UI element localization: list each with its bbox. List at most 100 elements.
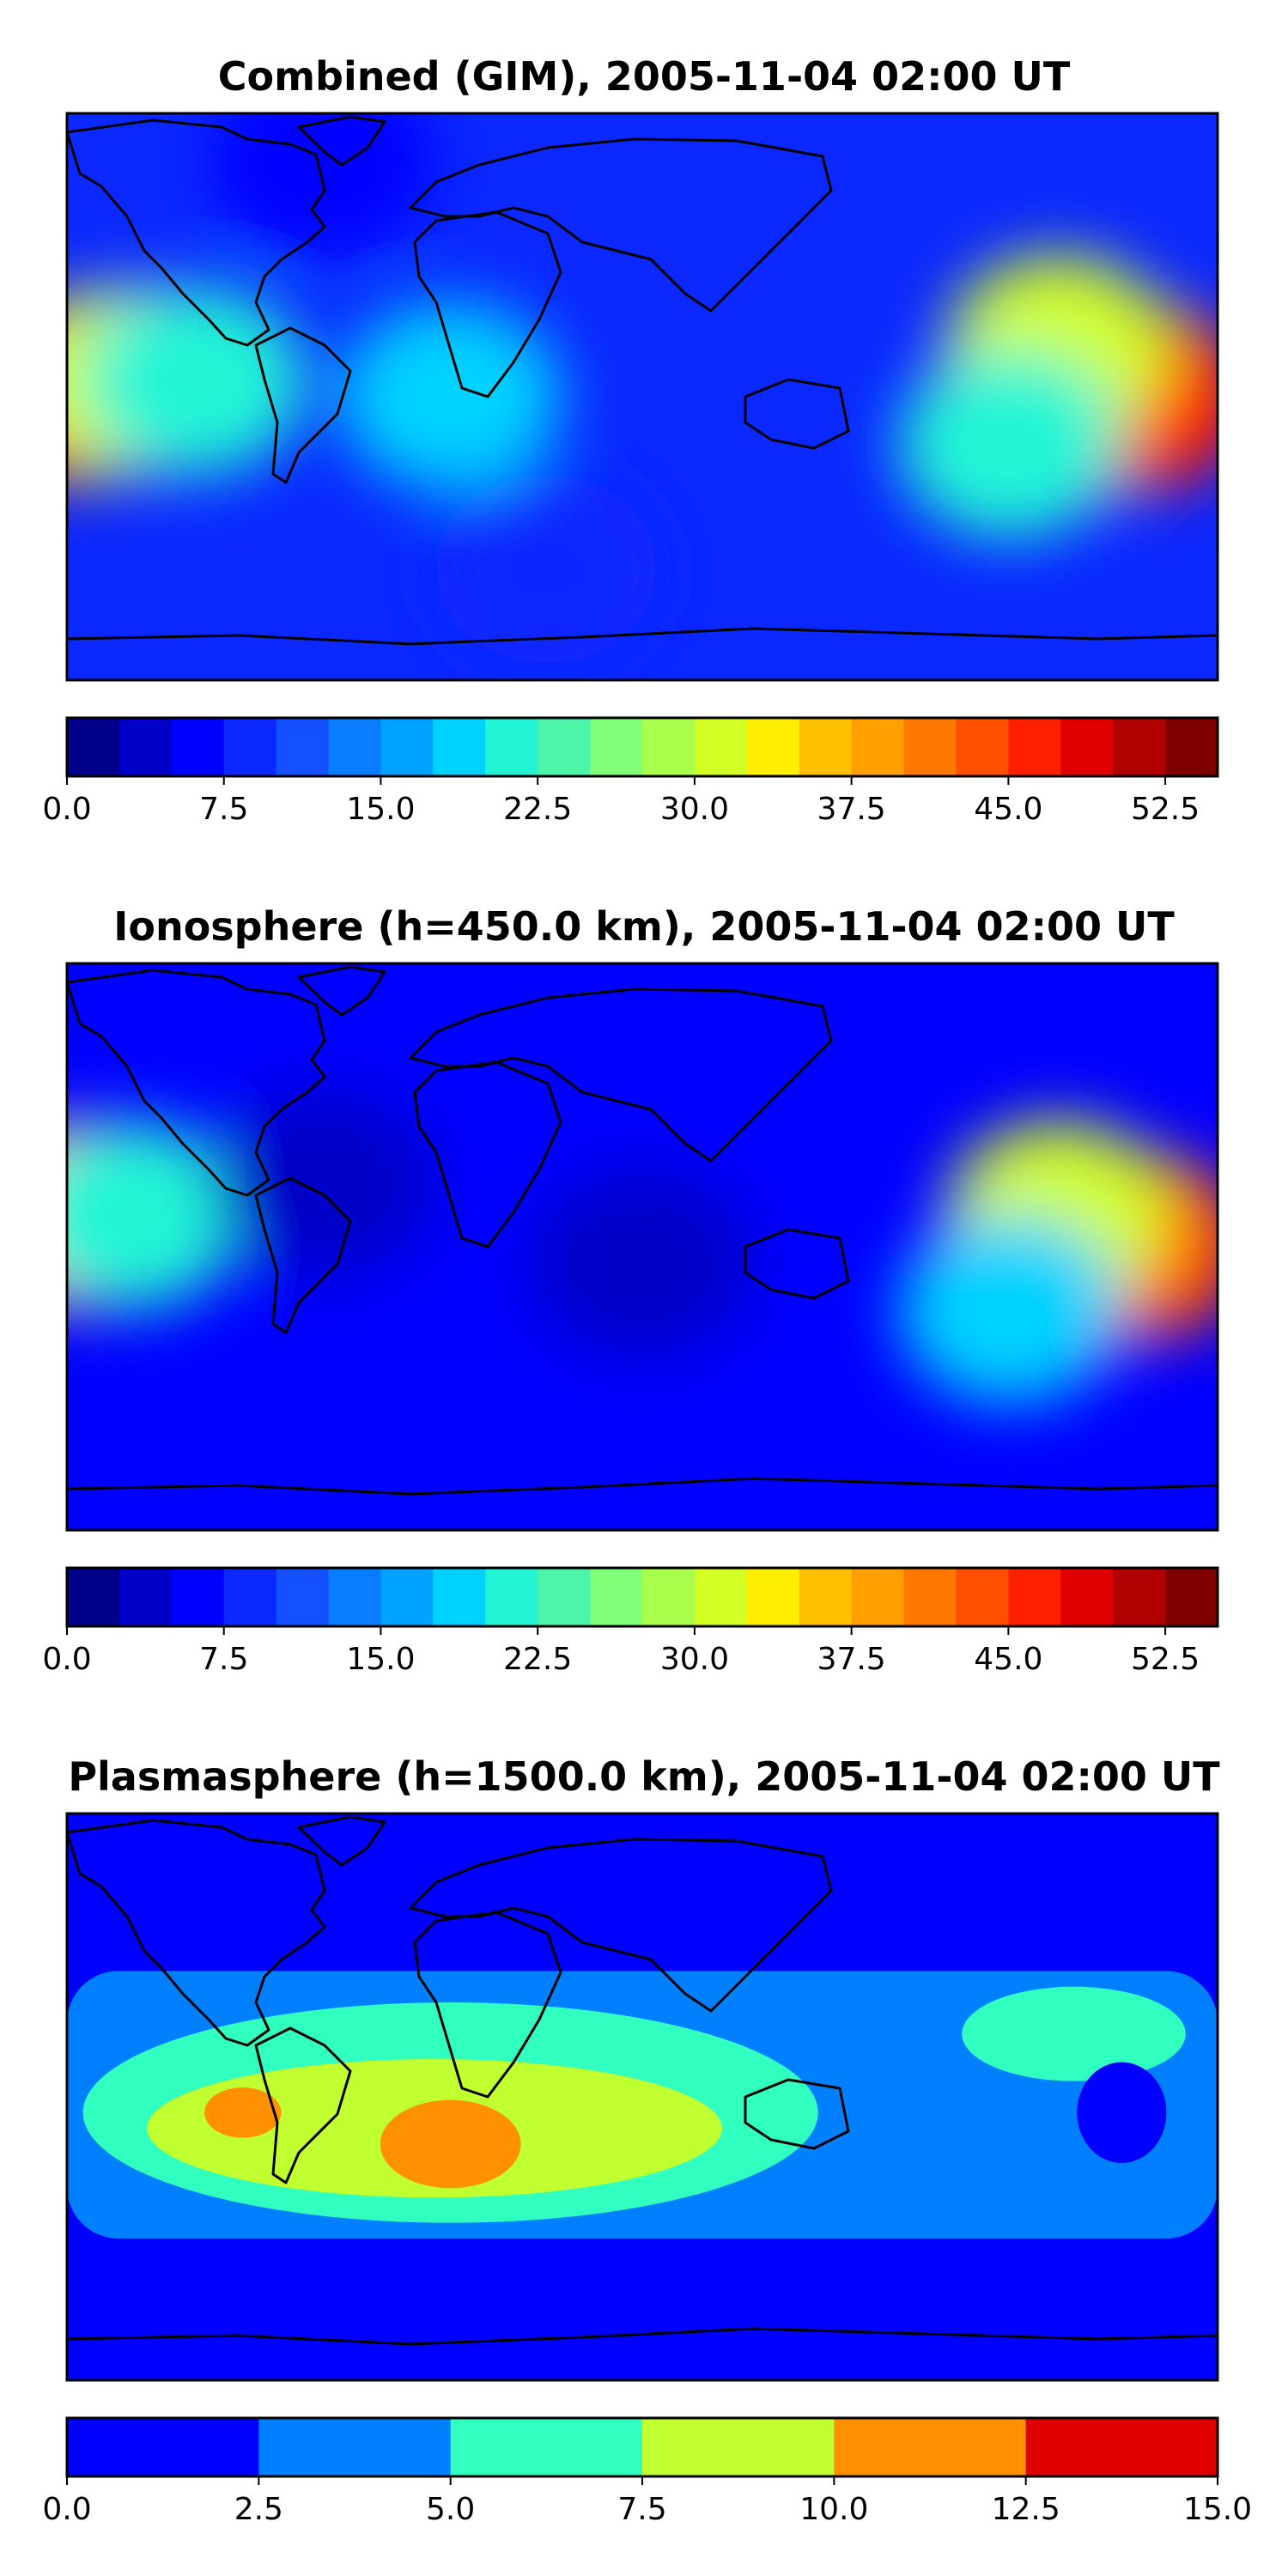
colorbar-frame <box>65 1566 1219 1628</box>
value-band <box>962 1986 1186 2081</box>
colorbar-segment <box>746 1568 800 1626</box>
colorbar-tick-label: 37.5 <box>817 792 886 827</box>
colorbar-segment <box>171 718 225 776</box>
colorbar-tick-label: 30.0 <box>660 792 729 827</box>
colorbar-tick-label: 2.5 <box>234 2492 283 2527</box>
colorbar-tick-label: 10.0 <box>799 2492 868 2527</box>
colorbar-tick-label: 7.5 <box>617 2492 666 2527</box>
colorbar-segment <box>694 718 748 776</box>
value-blob <box>434 475 659 665</box>
value-blob <box>338 302 562 491</box>
colorbar-segment <box>380 1568 434 1626</box>
colorbar-tick-label: 7.5 <box>199 1642 248 1677</box>
colorbar-segment <box>956 718 1009 776</box>
colorbar-segment <box>276 718 330 776</box>
value-blob <box>67 1121 243 1310</box>
colorbar-segment <box>694 1568 748 1626</box>
colorbar-segment <box>433 718 486 776</box>
colorbar-tick-label: 15.0 <box>1183 2492 1252 2527</box>
colorbar-segment <box>799 1568 853 1626</box>
colorbar-segment <box>799 718 853 776</box>
colorbar-1: 0.0 7.5 15.0 22.5 30.0 37.5 45.0 52.5 <box>42 716 1219 827</box>
colorbar-segment <box>642 718 696 776</box>
colorbar-tick-label: 45.0 <box>974 792 1042 827</box>
colorbar-segment <box>538 718 591 776</box>
panel-1-title: Combined (GIM), 2005-11-04 02:00 UT <box>217 53 1071 100</box>
colorbar-segment <box>1165 1568 1218 1626</box>
colorbar-segment <box>171 1568 225 1626</box>
colorbar-tick-label: 22.5 <box>503 792 572 827</box>
colorbar-segment <box>118 1568 173 1626</box>
colorbar-segment <box>1113 1568 1166 1626</box>
colorbar-segment <box>450 2418 643 2476</box>
colorbar-tick-label: 12.5 <box>992 2492 1060 2527</box>
colorbar-segment <box>67 718 120 776</box>
value-band <box>1077 2062 1167 2163</box>
colorbar-tick-label: 7.5 <box>199 792 248 827</box>
colorbar-tick-label: 52.5 <box>1131 792 1200 827</box>
value-blob <box>82 286 307 476</box>
colorbar-segment <box>276 1568 330 1626</box>
colorbar-segment <box>851 718 905 776</box>
colorbar-2: 0.0 7.5 15.0 22.5 30.0 37.5 45.0 52.5 <box>42 1566 1219 1677</box>
colorbar-segment <box>485 1568 538 1626</box>
map-frame-1 <box>65 112 1219 682</box>
colorbar-tick-label: 0.0 <box>42 792 91 827</box>
colorbar-segment <box>1113 718 1166 776</box>
colorbar-segment <box>223 718 277 776</box>
value-band <box>204 2087 282 2138</box>
colorbar-segment <box>746 718 800 776</box>
map-panel-3 <box>67 1814 1218 2380</box>
colorbar-segment <box>851 1568 905 1626</box>
colorbar-segment <box>956 1568 1009 1626</box>
colorbar-segment <box>1008 1568 1061 1626</box>
colorbar-segment <box>538 1568 591 1626</box>
colorbar-segment <box>1165 718 1218 776</box>
colorbar-segment <box>328 718 381 776</box>
colorbar-segment <box>903 718 957 776</box>
colorbar-segment <box>67 2418 259 2476</box>
colorbar-segment <box>903 1568 957 1626</box>
value-blob <box>531 1168 754 1358</box>
colorbar-tick-label: 0.0 <box>42 2492 91 2527</box>
colorbar-3: 0.0 2.5 5.0 7.5 10.0 12.5 15.0 <box>42 2416 1252 2527</box>
colorbar-tick-label: 45.0 <box>974 1642 1042 1677</box>
value-blob <box>210 1089 434 1279</box>
colorbar-tick-label: 15.0 <box>346 792 415 827</box>
map-panel-1 <box>67 113 1218 680</box>
value-blob <box>898 1215 1122 1405</box>
colorbar-tick-label: 22.5 <box>503 1642 572 1677</box>
colorbar-segment <box>590 1568 643 1626</box>
colorbar-tick-label: 5.0 <box>426 2492 475 2527</box>
colorbar-segment <box>642 2418 835 2476</box>
map-frame-2 <box>65 962 1219 1532</box>
colorbar-segment <box>485 718 538 776</box>
colorbar-segment <box>328 1568 381 1626</box>
colorbar-segment <box>1025 2418 1218 2476</box>
colorbar-segment <box>1060 1568 1114 1626</box>
colorbar-segment <box>258 2418 452 2476</box>
panel-3-title: Plasmasphere (h=1500.0 km), 2005-11-04 0… <box>68 1753 1220 1800</box>
value-blob <box>898 349 1122 538</box>
colorbar-segment <box>67 1568 120 1626</box>
colorbar-tick-label: 0.0 <box>42 1642 91 1677</box>
colorbar-segment <box>590 718 643 776</box>
colorbar-segment <box>642 1568 696 1626</box>
colorbar-segment <box>1008 718 1061 776</box>
colorbar-tick-label: 37.5 <box>817 1642 886 1677</box>
colorbar-segment <box>223 1568 277 1626</box>
panel-2-title: Ionosphere (h=450.0 km), 2005-11-04 02:0… <box>113 903 1175 950</box>
value-band <box>380 2099 521 2189</box>
colorbar-segment <box>834 2418 1027 2476</box>
colorbar-frame <box>65 716 1219 778</box>
map-panel-2 <box>67 963 1218 1530</box>
colorbar-segment <box>118 718 173 776</box>
map-frame-3 <box>65 1812 1219 2382</box>
colorbar-tick-label: 52.5 <box>1131 1642 1200 1677</box>
colorbar-segment <box>380 718 434 776</box>
colorbar-tick-label: 15.0 <box>346 1642 415 1677</box>
colorbar-segment <box>1060 718 1114 776</box>
colorbar-tick-label: 30.0 <box>660 1642 729 1677</box>
colorbar-segment <box>433 1568 486 1626</box>
